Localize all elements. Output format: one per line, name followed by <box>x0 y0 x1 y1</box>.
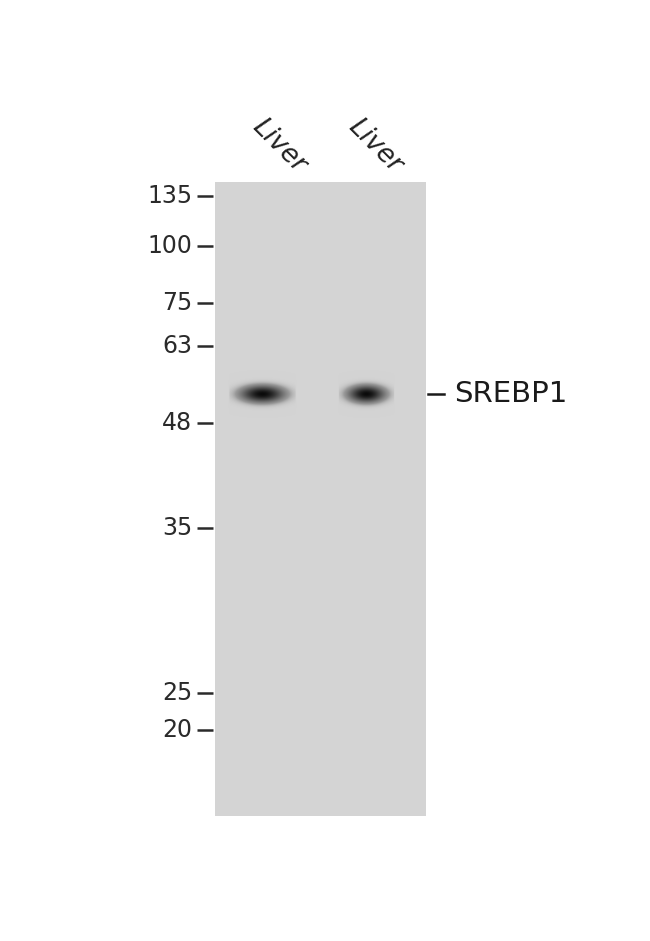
Text: 100: 100 <box>147 233 192 258</box>
Text: 75: 75 <box>162 292 192 315</box>
Text: 48: 48 <box>162 411 192 435</box>
Text: Liver: Liver <box>343 114 407 178</box>
Text: 20: 20 <box>162 718 192 742</box>
Text: Liver: Liver <box>247 114 311 178</box>
Text: 25: 25 <box>162 680 192 705</box>
Text: SREBP1: SREBP1 <box>454 380 567 408</box>
Text: 135: 135 <box>147 184 192 208</box>
Text: 35: 35 <box>162 516 192 540</box>
Bar <box>214 182 426 816</box>
Text: 63: 63 <box>162 334 192 359</box>
